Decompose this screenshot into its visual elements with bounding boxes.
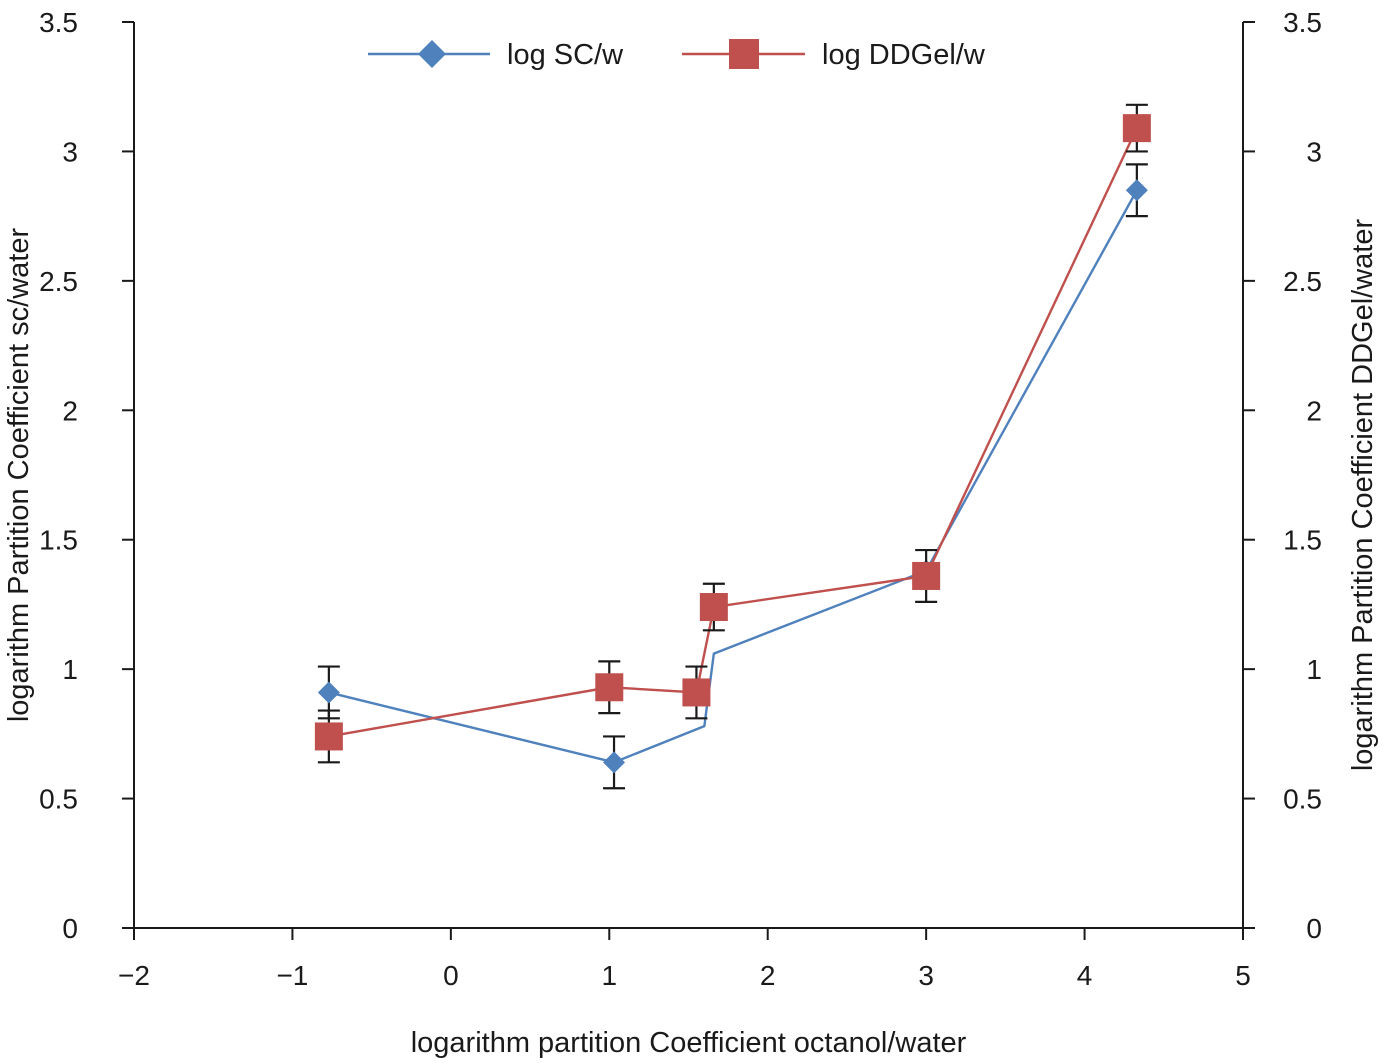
y2-tick-label: 2 xyxy=(1306,395,1322,426)
series-line xyxy=(328,127,1138,738)
x-tick-label: 3 xyxy=(918,960,934,991)
data-point-square xyxy=(595,673,624,702)
y-tick-label: 3.5 xyxy=(39,7,78,38)
y-tick-label: 0.5 xyxy=(39,784,78,815)
data-point-square xyxy=(682,678,711,707)
axes xyxy=(133,22,1244,929)
data-point-square xyxy=(912,561,941,590)
x-tick-label: 1 xyxy=(601,960,617,991)
legend-square-icon xyxy=(729,39,759,69)
y2-tick-label: 0.5 xyxy=(1283,784,1322,815)
legend: log SC/w log DDGel/w xyxy=(368,39,986,71)
y2-tick-label: 3.5 xyxy=(1283,7,1322,38)
y-tick-label: 1.5 xyxy=(39,525,78,556)
data-point-square xyxy=(699,593,728,622)
y-tick-label: 2 xyxy=(62,395,78,426)
y-axis-title: logarithm Partition Coefficient sc/water xyxy=(3,228,35,723)
y2-axis-title: logarithm Partition Coefficient DDGel/wa… xyxy=(1347,219,1379,772)
y2-tick-label: 2.5 xyxy=(1283,266,1322,297)
y-tick-label: 0 xyxy=(62,913,78,944)
series-0 xyxy=(317,163,1148,790)
data-point-diamond xyxy=(317,681,340,704)
series xyxy=(314,103,1151,790)
y-tick-label: 2.5 xyxy=(39,266,78,297)
x-tick-label: 5 xyxy=(1235,960,1251,991)
legend-label-log-sc-w: log SC/w xyxy=(507,39,624,71)
x-axis-title: logarithm partition Coefficient octanol/… xyxy=(411,1027,967,1059)
y2-tick-label: 1 xyxy=(1306,654,1322,685)
y-tick-label: 3 xyxy=(62,136,78,167)
data-point-diamond xyxy=(603,751,626,774)
series-line xyxy=(328,189,1138,764)
ticks: 0 0 0.5 0.5 1 1 1.5 1.5 2 2 2.5 2.5 3 3 3.5 3.5 −2 −1 0 1 2 3… xyxy=(39,7,1322,991)
x-tick-label: −1 xyxy=(276,960,308,991)
series-1 xyxy=(314,103,1151,764)
x-tick-label: 0 xyxy=(443,960,459,991)
data-point-square xyxy=(314,722,343,751)
x-tick-label: −2 xyxy=(118,960,150,991)
y2-tick-label: 0 xyxy=(1306,913,1322,944)
y2-tick-label: 3 xyxy=(1306,136,1322,167)
x-tick-label: 2 xyxy=(760,960,776,991)
data-point-diamond xyxy=(1125,179,1148,202)
legend-label-log-ddgel-w: log DDGel/w xyxy=(822,39,986,71)
data-point-square xyxy=(1122,114,1151,143)
legend-diamond-icon xyxy=(418,40,446,68)
x-tick-label: 4 xyxy=(1077,960,1093,991)
y-tick-label: 1 xyxy=(62,654,78,685)
y2-tick-label: 1.5 xyxy=(1283,525,1322,556)
